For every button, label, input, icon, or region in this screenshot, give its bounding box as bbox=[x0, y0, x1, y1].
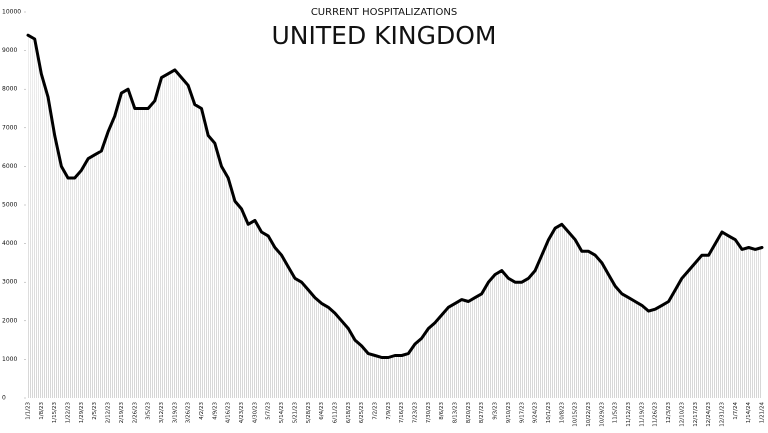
x-tick-label: 5/28/23 bbox=[306, 402, 312, 424]
x-tick-label: 12/3/23 bbox=[666, 402, 672, 424]
x-tick-label: 3/26/23 bbox=[186, 402, 192, 424]
x-tick-label: 4/30/23 bbox=[252, 402, 258, 424]
x-tick-label: 8/27/23 bbox=[479, 402, 485, 424]
x-tick-label: 10/29/23 bbox=[599, 402, 605, 427]
x-tick-label: 7/16/23 bbox=[399, 402, 405, 424]
x-tick-label: 7/23/23 bbox=[413, 402, 419, 424]
x-tick-label: 7/2/23 bbox=[372, 401, 378, 419]
x-tick-label: 7/9/23 bbox=[386, 401, 392, 419]
x-tick-label: 1/1/23 bbox=[26, 401, 32, 419]
x-tick-label: 5/21/23 bbox=[292, 402, 298, 424]
y-tick-label: 0 bbox=[2, 395, 6, 402]
x-tick-label: 1/7/24 bbox=[733, 401, 739, 419]
x-tick-label: 7/30/23 bbox=[426, 402, 432, 424]
area-fade bbox=[28, 35, 762, 398]
y-tick-label: 1000 bbox=[2, 356, 17, 363]
y-tick-label: 10000 bbox=[2, 9, 21, 16]
y-tick-label: 3000 bbox=[2, 279, 17, 286]
x-tick-label: 1/22/23 bbox=[66, 402, 72, 424]
x-tick-label: 10/22/23 bbox=[586, 402, 592, 427]
x-tick-label: 12/24/23 bbox=[706, 402, 712, 427]
x-tick-label: 3/12/23 bbox=[159, 402, 165, 424]
x-tick-label: 1/14/24 bbox=[746, 402, 752, 424]
x-tick-label: 11/26/23 bbox=[653, 402, 659, 427]
y-tick-label: 2000 bbox=[2, 317, 17, 324]
x-tick-label: 2/5/23 bbox=[92, 401, 98, 419]
x-tick-label: 9/3/23 bbox=[493, 401, 499, 419]
x-tick-label: 12/31/23 bbox=[719, 402, 725, 427]
x-tick-label: 5/7/23 bbox=[266, 401, 272, 419]
y-tick-label: 5000 bbox=[2, 202, 17, 209]
x-tick-label: 4/9/23 bbox=[212, 401, 218, 419]
y-tick-label: 9000 bbox=[2, 47, 17, 54]
line bbox=[26, 33, 764, 359]
x-tick-label: 10/1/23 bbox=[546, 402, 552, 424]
x-tick-label: 6/25/23 bbox=[359, 402, 365, 424]
y-tick-label: 6000 bbox=[2, 163, 17, 170]
y-tick-label: 8000 bbox=[2, 86, 17, 93]
x-tick-label: 4/23/23 bbox=[239, 402, 245, 424]
x-tick-label: 1/21/24 bbox=[760, 402, 766, 424]
x-tick-label: 11/12/23 bbox=[626, 402, 632, 427]
x-tick-label: 6/11/23 bbox=[332, 402, 338, 424]
x-tick-label: 9/24/23 bbox=[533, 402, 539, 424]
x-tick-label: 6/18/23 bbox=[346, 402, 352, 424]
x-tick-label: 8/20/23 bbox=[466, 402, 472, 424]
x-tick-label: 12/17/23 bbox=[693, 402, 699, 427]
x-tick-label: 10/8/23 bbox=[559, 402, 565, 424]
x-tick-label: 11/19/23 bbox=[639, 402, 645, 427]
x-tick-label: 2/26/23 bbox=[132, 402, 138, 424]
x-tick-label: 1/8/23 bbox=[39, 401, 45, 419]
x-tick-label: 8/6/23 bbox=[439, 401, 445, 419]
x-tick-label: 12/10/23 bbox=[679, 402, 685, 427]
chart-subtitle: CURRENT HOSPITALIZATIONS bbox=[311, 7, 457, 18]
chart-title: UNITED KINGDOM bbox=[272, 21, 497, 50]
x-tick-label: 3/5/23 bbox=[146, 401, 152, 419]
x-tick-label: 6/4/23 bbox=[319, 401, 325, 419]
x-tick-label: 5/14/23 bbox=[279, 402, 285, 424]
x-tick-label: 3/19/23 bbox=[172, 402, 178, 424]
y-tick-label: 4000 bbox=[2, 240, 17, 247]
x-tick-label: 10/15/23 bbox=[573, 402, 579, 427]
x-tick-label: 1/15/23 bbox=[52, 402, 58, 424]
x-tick-label: 9/17/23 bbox=[519, 402, 525, 424]
x-tick-label: 9/10/23 bbox=[506, 402, 512, 424]
x-tick-label: 4/2/23 bbox=[199, 401, 205, 419]
x-tick-label: 8/13/23 bbox=[453, 402, 459, 424]
x-tick-label: 1/29/23 bbox=[79, 402, 85, 424]
x-tick-label: 11/5/23 bbox=[613, 402, 619, 424]
y-tick-label: 7000 bbox=[2, 124, 17, 131]
x-tick-label: 2/19/23 bbox=[119, 402, 125, 424]
x-tick-label: 2/12/23 bbox=[106, 402, 112, 424]
x-tick-label: 4/16/23 bbox=[226, 402, 232, 424]
